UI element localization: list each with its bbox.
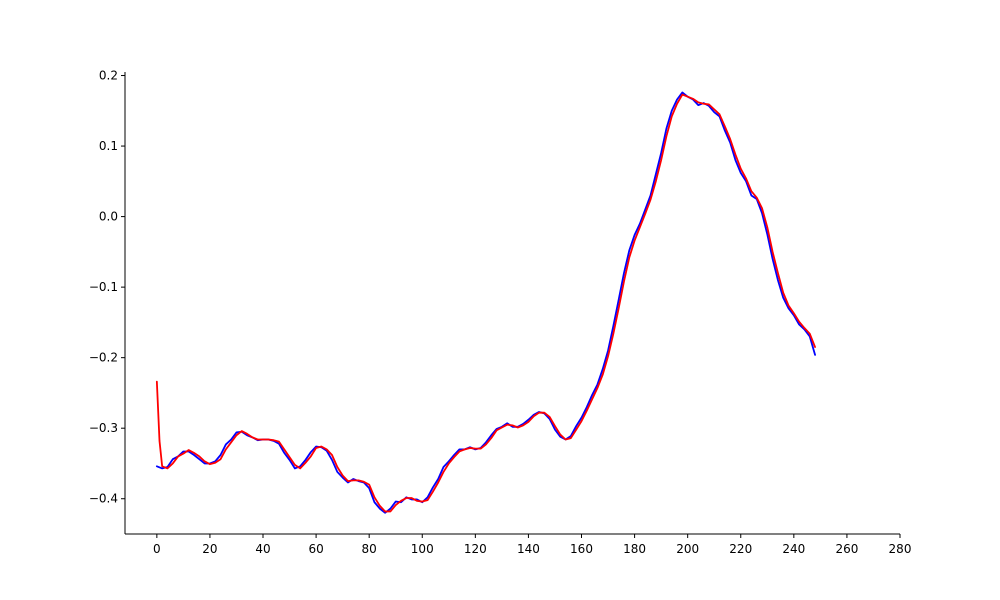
series-line-2 [155,93,816,513]
series-layer [155,91,816,514]
x-tick-label: 140 [517,542,540,556]
x-tick-label: 200 [676,542,699,556]
x-tick-label: 40 [255,542,270,556]
x-tick-label: 20 [202,542,217,556]
y-tick-label: −0.2 [89,351,118,365]
y-tick-label: 0.2 [99,69,118,83]
x-tick-label: 0 [153,542,161,556]
y-tick-label: −0.4 [89,492,118,506]
x-tick-label: 280 [889,542,912,556]
y-tick-label: 0.0 [99,210,118,224]
y-tick-label: 0.1 [99,139,118,153]
x-tick-label: 220 [729,542,752,556]
x-tick-label: 180 [623,542,646,556]
x-tick-label: 120 [464,542,487,556]
y-tick-label: −0.3 [89,421,118,435]
x-tick-label: 100 [411,542,434,556]
x-axis-ticks: 0 20 40 60 80 100 120 140 160 180 200 220 240 260 280 [153,534,911,556]
x-tick-label: 240 [782,542,805,556]
y-tick-label: −0.1 [89,280,118,294]
y-axis-ticks: −0.4 −0.3 −0.2 −0.1 0.0 0.1 0.2 [89,69,125,506]
axes-layer [124,72,900,535]
x-tick-label: 260 [835,542,858,556]
x-tick-label: 160 [570,542,593,556]
x-tick-label: 60 [308,542,323,556]
x-tick-label: 80 [362,542,377,556]
